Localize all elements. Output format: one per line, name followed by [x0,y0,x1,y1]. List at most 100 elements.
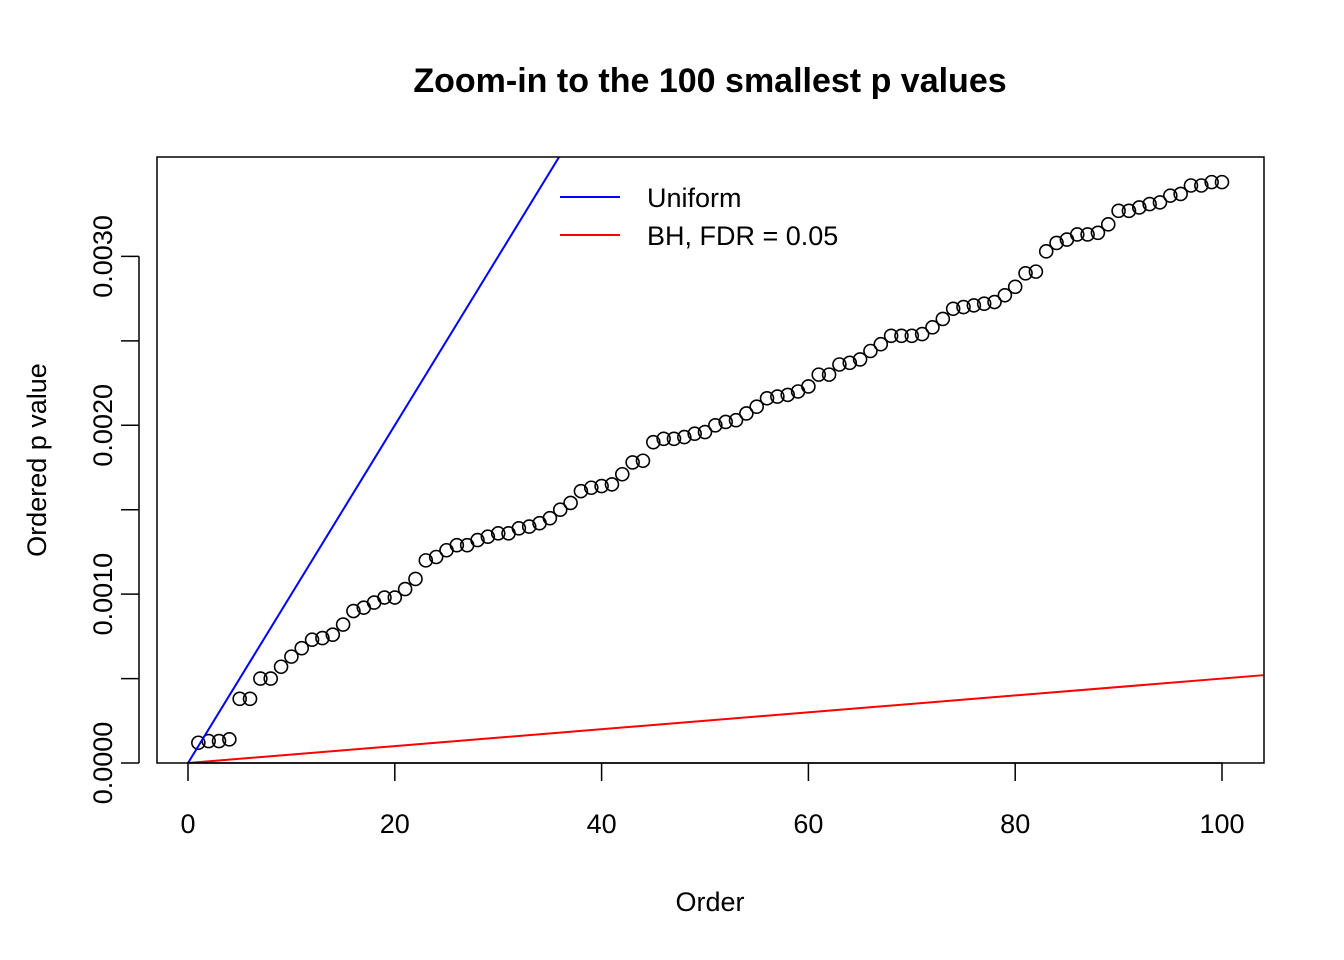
data-point [863,343,878,359]
data-point [284,649,299,664]
data-point [335,617,351,632]
y-tick-label: 0.0010 [88,553,118,636]
data-point [832,357,847,372]
data-point [656,431,671,447]
data-point [966,298,982,313]
legend: Uniform BH, FDR = 0.05 [560,183,838,251]
y-tick-label: 0.0020 [88,384,118,467]
y-axis-label: Ordered p value [22,363,52,557]
data-point [377,590,392,605]
data-point [325,627,341,642]
data-point [294,640,310,656]
data-point [1173,186,1188,202]
legend-label: Uniform [647,183,742,213]
y-axis: 0.0000 0.0010 0.0020 0.0030 [88,215,140,804]
data-point [1018,266,1033,281]
x-axis-label: Order [675,887,744,917]
data-point [945,301,961,317]
data-point [1038,244,1054,259]
data-point [883,328,899,344]
data-point [1090,225,1106,241]
data-point [997,287,1013,303]
data-point [470,532,485,548]
data-point [687,426,702,442]
data-point [635,453,651,469]
chart-title: Zoom-in to the 100 smallest p values [413,62,1006,100]
data-point [449,537,465,553]
data-point [408,571,423,587]
data-point [842,355,858,371]
data-point [956,299,971,315]
data-point [594,478,609,494]
data-point [1100,217,1116,232]
data-point [387,590,403,605]
data-point [191,735,206,751]
data-point [1007,279,1023,295]
data-point [418,553,434,568]
data-point [521,519,537,534]
data-point [242,691,258,707]
data-point [397,581,413,597]
data-point [583,480,599,496]
data-point [346,603,361,619]
data-point [1069,227,1085,242]
data-point [232,691,247,707]
legend-label: BH, FDR = 0.05 [647,221,838,251]
data-point [563,495,578,511]
data-point [542,510,558,526]
x-tick-label: 80 [1000,809,1030,839]
x-tick-label: 0 [180,809,195,839]
data-point [1121,203,1137,219]
data-point [770,389,785,404]
data-point [263,671,279,686]
data-point [1214,174,1230,190]
data-point [1183,178,1199,193]
data-point [718,414,733,430]
data-point [1163,188,1178,203]
data-point [253,671,268,686]
data-point [273,659,289,675]
data-point [697,424,713,440]
data-point [708,417,723,433]
data-point [894,328,909,344]
data-point [1111,203,1126,219]
data-point [304,632,320,648]
series-line-2 [187,674,1264,763]
data-point [759,390,775,406]
x-tick-label: 60 [793,809,823,839]
data-point [749,399,765,415]
data-point [1080,227,1095,242]
data-point [480,529,496,545]
series-line-1 [187,157,561,763]
data-point [801,379,816,394]
data-point [1131,200,1147,215]
x-tick-label: 100 [1199,809,1244,839]
x-tick-label: 40 [587,809,617,839]
y-tick-label: 0.0030 [88,215,118,298]
data-point [315,630,330,646]
data-point [552,502,568,518]
data-point [490,526,506,541]
data-point [604,477,620,492]
data-point [1204,174,1219,190]
data-point [1049,235,1064,251]
data-point [728,412,744,428]
data-point [739,406,754,421]
data-point [1028,264,1044,279]
data-point [666,431,682,447]
data-point [976,296,992,312]
data-point [935,311,951,327]
data-point [1194,178,1209,193]
data-point [1142,196,1157,212]
data-point [677,429,692,445]
plot-series-layer [187,157,1264,763]
data-point [987,294,1002,310]
data-point [573,483,589,499]
data-point [1152,195,1168,210]
data-point [428,549,444,565]
data-point [511,520,527,536]
data-point [925,320,940,335]
data-point [811,367,827,382]
data-point [852,352,868,367]
